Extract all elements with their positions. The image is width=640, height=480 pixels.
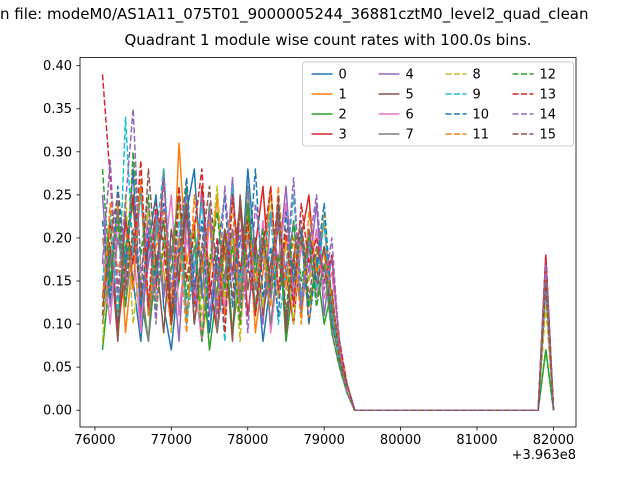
x-tick-label: 79000 [303,433,344,448]
legend-item-5: 5 [378,88,414,103]
x-tick-label: 77000 [151,433,192,448]
x-tick-label: 80000 [380,433,421,448]
legend-item-2: 2 [311,108,347,123]
legend-label: 14 [540,108,557,123]
x-tick-label: 76000 [74,433,115,448]
legend-label: 13 [540,88,557,103]
legend-item-15: 15 [512,128,557,143]
legend-item-9: 9 [445,88,481,103]
y-tick-label: 0.15 [43,275,72,290]
legend-item-8: 8 [445,68,481,83]
legend-label: 1 [339,88,347,103]
y-tick-label: 0.00 [43,404,72,419]
legend-item-10: 10 [445,108,490,123]
legend-item-12: 12 [512,68,557,83]
legend-box [302,61,574,147]
x-tick-label: 82000 [533,433,574,448]
legend-label: 11 [473,128,490,143]
legend-item-1: 1 [311,88,347,103]
legend-label: 2 [339,108,347,123]
y-tick-label: 0.40 [43,59,72,74]
series-line-14 [101,107,555,411]
y-tick-label: 0.10 [43,318,72,333]
legend-label: 6 [406,108,414,123]
legend-item-13: 13 [512,88,557,103]
legend-label: 4 [406,68,414,83]
legend-item-3: 3 [311,128,347,143]
legend-label: 7 [406,128,414,143]
legend-label: 10 [473,108,490,123]
series-group [101,74,555,411]
legend-label: 12 [540,68,557,83]
x-tick-label: 78000 [227,433,268,448]
legend-label: 9 [473,88,481,103]
legend-label: 15 [540,128,557,143]
y-tick-label: 0.35 [43,102,72,117]
x-offset-label: +3.963e8 [512,448,576,463]
legend-item-11: 11 [445,128,490,143]
legend-label: 5 [406,88,414,103]
legend-item-0: 0 [311,68,347,83]
x-tick-label: 81000 [456,433,497,448]
legend-item-4: 4 [378,68,414,83]
axes-title: Quadrant 1 module wise count rates with … [124,31,532,49]
y-tick-label: 0.05 [43,361,72,376]
legend-item-14: 14 [512,108,557,123]
legend-label: 0 [339,68,347,83]
y-tick-label: 0.20 [43,231,72,246]
legend-label: 8 [473,68,481,83]
y-tick-label: 0.30 [43,145,72,160]
legend-item-7: 7 [378,128,414,143]
series-line-15 [101,168,555,411]
legend-label: 3 [339,128,347,143]
figure-suptitle: n file: modeM0/AS1A11_075T01_9000005244_… [0,5,589,23]
legend-item-6: 6 [378,108,414,123]
y-tick-label: 0.25 [43,188,72,203]
axes-frame [79,57,577,428]
